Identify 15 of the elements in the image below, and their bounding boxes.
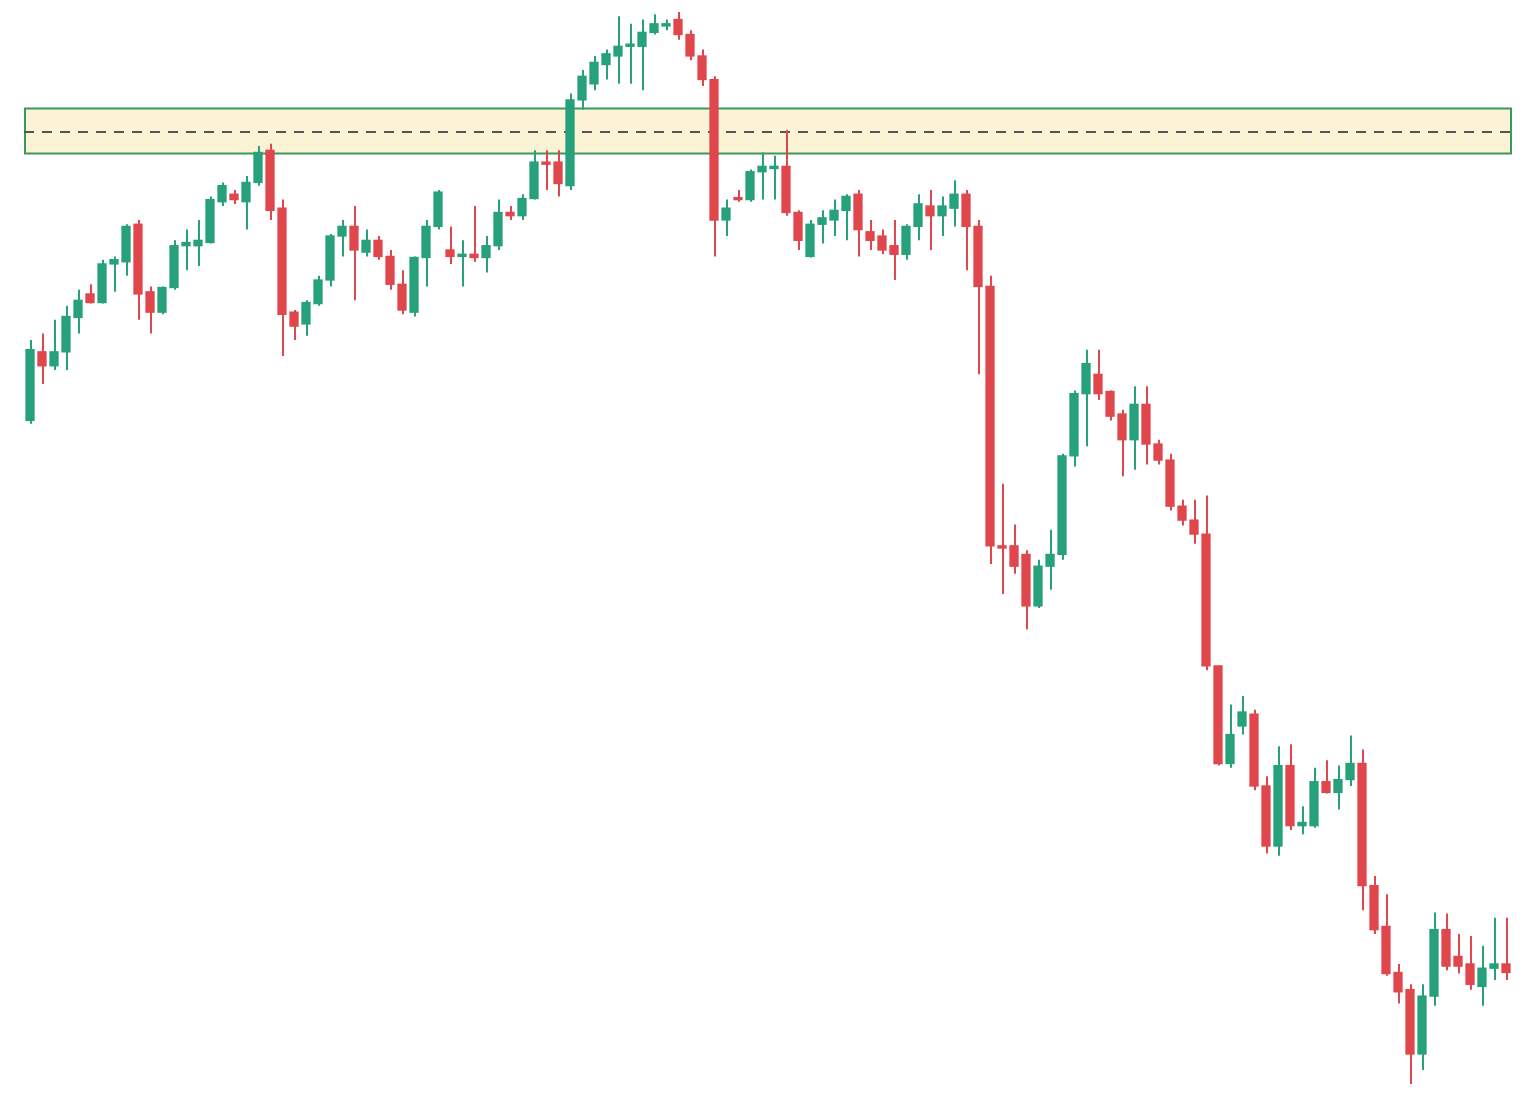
candlestick — [457, 239, 467, 288]
candlestick — [1129, 385, 1139, 471]
candlestick — [1237, 694, 1247, 736]
candlestick — [37, 332, 47, 385]
candlestick — [445, 225, 455, 265]
candlestick — [925, 188, 935, 251]
candlestick — [1501, 916, 1511, 982]
candlestick — [1225, 703, 1235, 769]
candlestick — [469, 205, 479, 263]
candlestick — [349, 205, 359, 302]
candlestick — [85, 283, 95, 305]
candlestick — [1321, 759, 1331, 795]
candlestick — [721, 198, 731, 238]
candlestick — [361, 228, 371, 258]
candlestick — [853, 188, 863, 258]
